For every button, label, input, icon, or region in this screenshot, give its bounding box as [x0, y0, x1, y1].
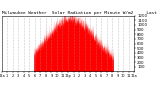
Text: Milwaukee Weather  Solar Radiation per Minute W/m2     Last 24 Hours: Milwaukee Weather Solar Radiation per Mi… [2, 11, 160, 15]
